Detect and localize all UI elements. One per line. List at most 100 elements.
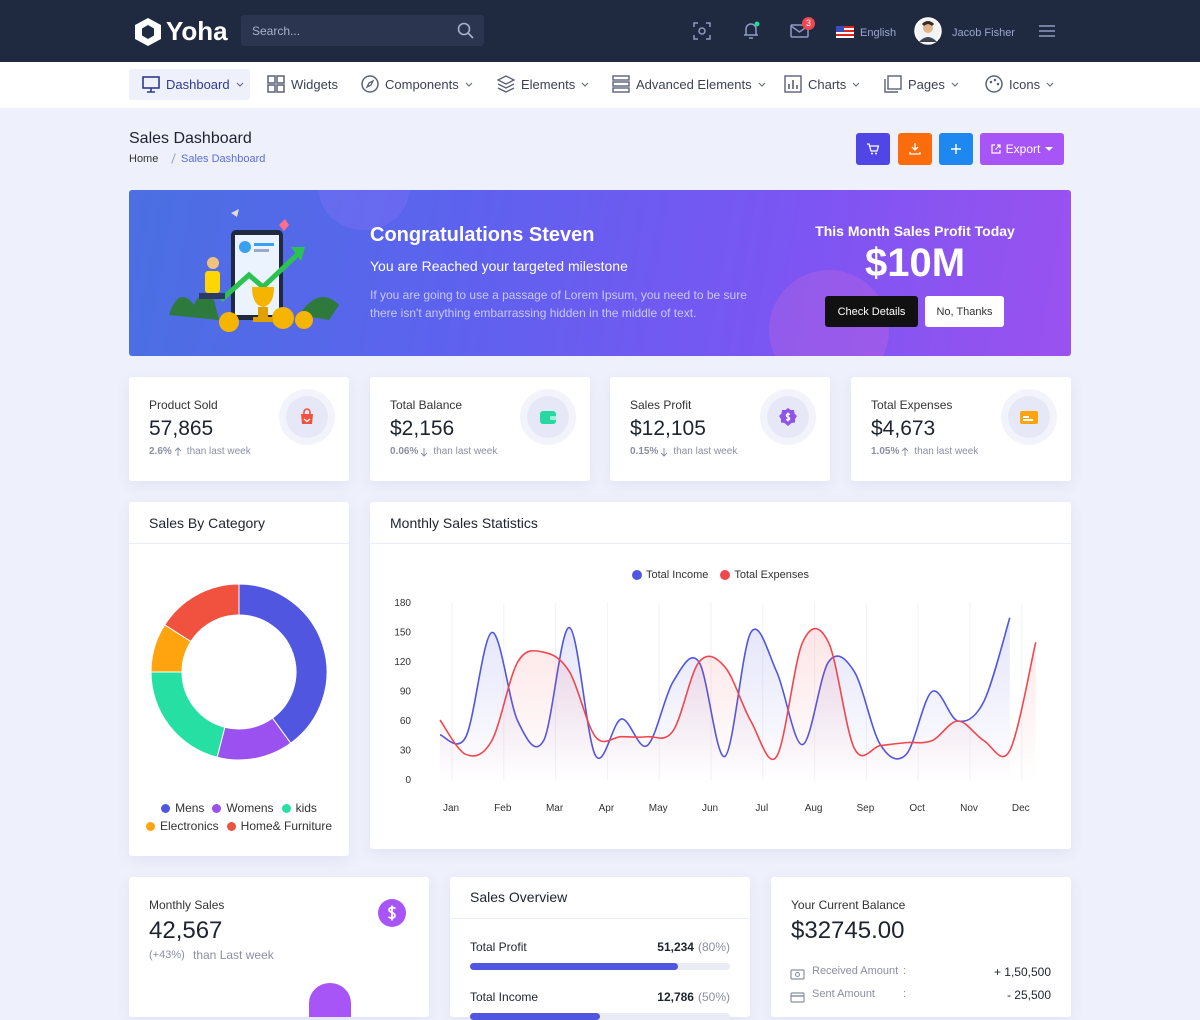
breadcrumb-separator [171,153,176,164]
stat-change: 1.05% [871,446,900,457]
legend-swatch [720,570,731,580]
user-name[interactable]: Jacob Fisher [952,27,1015,39]
overview-value: 51,234 [657,940,694,954]
progress-bar [470,1013,600,1020]
legend-label: Total Income [646,569,709,581]
download-button[interactable] [898,133,932,165]
no-thanks-button[interactable]: No, Thanks [925,296,1004,327]
stat-change: 2.6% [149,446,172,457]
search-placeholder[interactable]: Search... [252,24,301,38]
legend-swatch [212,803,222,813]
nav-item[interactable]: Widgets [267,75,338,93]
balance-icon-svg [790,969,805,980]
language[interactable]: English [860,27,897,39]
trend-arrow [174,446,182,456]
trend-arrow [902,446,909,456]
balance-icon [790,990,805,1008]
sales-wave [309,983,351,1017]
stat-change-row: 0.15% than last week [630,446,737,457]
overview-percent: (80%) [697,940,730,954]
legend-swatch [281,803,291,813]
stat-icon-circle [286,396,328,438]
balance-separator: : [903,988,907,1000]
check-details-button[interactable]: Check Details [825,296,918,327]
balance-icon-svg [790,992,805,1003]
stat-value: $12,105 [630,417,706,440]
nav-label[interactable]: Icons [1009,76,1041,92]
nav-chevron [1046,82,1054,87]
nav-label[interactable]: Charts [808,76,847,92]
avatar[interactable] [914,17,942,45]
stat-note: than last week [186,446,251,457]
nav-icon [267,75,285,93]
nav-item[interactable]: Elements [497,75,589,93]
caret [1045,146,1054,151]
flag-icon [836,26,854,38]
banner-subtitle: You are Reached your targeted milestone [370,258,628,274]
stat-change: 0.06% [390,446,419,457]
stat-value: 57,865 [149,417,214,440]
nav-label[interactable]: Components [385,76,459,92]
stat-card: Sales Profit $12,105 0.15% than last week [610,377,830,481]
stat-card: Total Expenses $4,673 1.05% than last week [851,377,1071,481]
export-button[interactable]: Export [980,133,1064,165]
stat-icon [540,411,556,424]
add-icon [951,144,961,154]
overview-percent: (50%) [697,990,730,1004]
legend-row: Electronics Home& Furniture [129,819,349,833]
profit-value: $10M [864,241,966,285]
nav-label[interactable]: Elements [521,76,576,92]
legend-item: kids [281,801,317,815]
stat-card: Total Balance $2,156 0.06% than last week [370,377,590,481]
nav-icon [361,75,379,93]
bell-icon[interactable] [742,20,762,40]
search-box[interactable] [241,15,484,46]
cart-button[interactable] [856,133,890,165]
screen-icon[interactable] [693,22,711,40]
nav-item[interactable]: Icons [985,75,1054,93]
page-title: Sales Dashboard [129,130,252,147]
search-icon[interactable] [457,22,474,39]
trend-arrow [661,447,668,457]
export-label[interactable]: Export [1005,142,1041,156]
card-divider [129,543,349,544]
breadcrumb-home[interactable]: Home [129,153,159,165]
nav-chevron [852,82,860,87]
progress-bar [470,963,678,970]
nav-label[interactable]: Advanced Elements [636,76,752,92]
monthly-sales-value: 42,567 [149,917,223,944]
nav-label[interactable]: Dashboard [166,76,230,92]
download-icon [909,143,921,155]
brand: Yoha [166,16,228,46]
banner-text: If you are going to use a passage of Lor… [370,288,747,320]
overview-label: Total Income [470,990,539,1004]
banner-title: Congratulations Steven [370,224,595,246]
nav-item[interactable]: Components [361,75,473,93]
nav-item[interactable]: Dashboard [142,75,244,93]
banner-illustration [169,209,339,332]
stat-change-row: 2.6% than last week [149,446,251,457]
nav-chevron [758,82,766,87]
menu-icon[interactable] [1039,25,1055,37]
nav-label[interactable]: Pages [908,76,945,92]
stat-value: $4,673 [871,417,936,440]
legend-swatch [161,803,171,813]
nav-icon [142,76,160,93]
nav-chevron [236,82,244,87]
stat-card: Product Sold 57,865 2.6% than last week [129,377,349,481]
nav-item[interactable]: Pages [884,75,959,93]
nav-item[interactable]: Charts [784,75,860,93]
balance-card [771,877,1071,1017]
balance-amount: + 1,50,500 [993,965,1051,979]
card-title: Sales By Category [149,515,265,531]
legend-label: Womens [226,801,274,815]
trend-arrow [421,447,428,457]
stat-change-row: 1.05% than last week [871,446,978,457]
add-button[interactable] [939,133,973,165]
stat-label: Product Sold [149,398,218,412]
nav-label[interactable]: Widgets [291,76,338,92]
overview-label: Total Profit [470,940,527,954]
nav-item[interactable]: Advanced Elements [612,75,766,93]
